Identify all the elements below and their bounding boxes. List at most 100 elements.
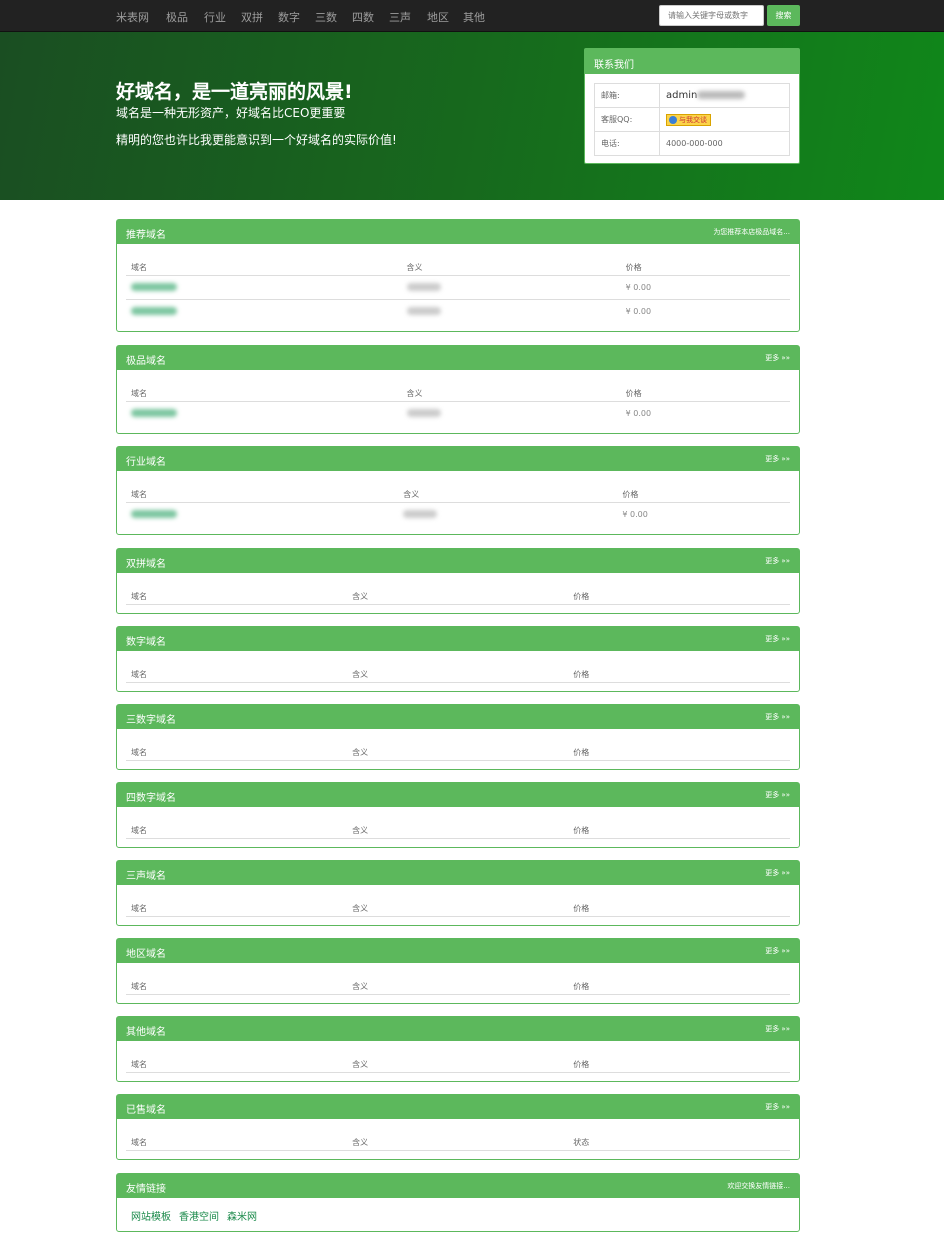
panel-more-link[interactable]: 欢迎交换友情链接... <box>727 1182 790 1190</box>
column-header: 价格 <box>568 893 790 917</box>
nav-item[interactable]: 四数 <box>352 11 374 24</box>
email-value: admin <box>666 90 698 101</box>
domain-panel: 其他域名 更多 »» 域名 含义 价格 <box>116 1016 800 1082</box>
redacted-meaning <box>406 283 441 291</box>
column-header: 域名 <box>126 378 402 402</box>
phone-label: 电话: <box>594 131 660 156</box>
domain-panel: 三声域名 更多 »» 域名 含义 价格 <box>116 860 800 926</box>
panel-title: 双拼域名 <box>126 559 166 570</box>
redacted-email <box>697 91 746 99</box>
redacted-domain-link[interactable] <box>131 307 177 316</box>
search-input[interactable] <box>659 5 764 26</box>
redacted-domain-link[interactable] <box>131 510 177 519</box>
panel-more-link[interactable]: 更多 »» <box>765 869 790 877</box>
friend-link[interactable]: 香港空间 <box>179 1212 219 1223</box>
column-header: 含义 <box>401 378 621 402</box>
panel-title: 推荐域名 <box>126 230 166 241</box>
panel-title: 极品域名 <box>126 356 166 367</box>
contact-title: 联系我们 <box>585 49 799 74</box>
column-header: 价格 <box>568 581 790 605</box>
panel-more-link[interactable]: 更多 »» <box>765 713 790 721</box>
friend-link[interactable]: 森米网 <box>227 1212 257 1223</box>
column-header: 含义 <box>347 659 569 683</box>
email-label: 邮箱: <box>594 83 660 108</box>
friend-links-panel: 友情链接 欢迎交换友情链接... 网站模板 香港空间 森米网 <box>116 1173 800 1232</box>
nav-item[interactable]: 行业 <box>204 11 226 24</box>
contact-panel: 联系我们 邮箱: admin 客服QQ: 与我交谈 电话: 4000-000-000 <box>584 48 800 164</box>
column-header: 域名 <box>126 252 402 276</box>
column-header: 含义 <box>347 1127 569 1151</box>
nav-item[interactable]: 三数 <box>315 11 337 24</box>
qq-label: 客服QQ: <box>594 107 660 132</box>
panel-more-link[interactable]: 更多 »» <box>765 455 790 463</box>
panel-more-link[interactable]: 更多 »» <box>765 1103 790 1111</box>
column-header: 价格 <box>617 479 790 503</box>
domain-panel: 四数字域名 更多 »» 域名 含义 价格 <box>116 782 800 848</box>
domain-panel: 地区域名 更多 »» 域名 含义 价格 <box>116 938 800 1004</box>
column-header: 含义 <box>347 737 569 761</box>
column-header: 价格 <box>620 252 790 276</box>
search-button[interactable]: 搜索 <box>767 5 800 26</box>
redacted-domain-link[interactable] <box>131 283 177 291</box>
nav-item[interactable]: 数字 <box>278 11 300 24</box>
panel-title: 其他域名 <box>126 1027 166 1038</box>
column-header: 价格 <box>568 815 790 839</box>
table-row: ¥ 0.00 <box>126 275 790 300</box>
nav-item[interactable]: 地区 <box>427 11 449 24</box>
nav-item[interactable]: 米表网 <box>116 11 149 24</box>
column-header: 域名 <box>126 659 348 683</box>
panel-more-link[interactable]: 更多 »» <box>765 1025 790 1033</box>
domain-panel: 双拼域名 更多 »» 域名 含义 价格 <box>116 548 800 614</box>
column-header: 含义 <box>347 971 569 995</box>
panel-more-link[interactable]: 更多 »» <box>765 354 790 362</box>
column-header: 域名 <box>126 479 399 503</box>
column-header: 价格 <box>568 737 790 761</box>
panel-title: 四数字域名 <box>126 793 176 804</box>
domain-panel: 三数字域名 更多 »» 域名 含义 价格 <box>116 704 800 770</box>
column-header: 域名 <box>126 1127 348 1151</box>
redacted-meaning <box>406 409 441 418</box>
panel-more-link[interactable]: 更多 »» <box>765 947 790 955</box>
nav-item[interactable]: 双拼 <box>241 11 263 24</box>
domain-panel: 数字域名 更多 »» 域名 含义 价格 <box>116 626 800 692</box>
panel-title: 友情链接 <box>126 1184 166 1195</box>
hero-banner: 好域名，是一道亮丽的风景! 域名是一种无形资产，好域名比CEO更重要 精明的您也… <box>0 32 944 200</box>
panel-more-link[interactable]: 为您推荐本店极品域名... <box>713 228 790 236</box>
panel-more-link[interactable]: 更多 »» <box>765 791 790 799</box>
column-header: 价格 <box>568 971 790 995</box>
domain-panel: 推荐域名 为您推荐本店极品域名... 域名 含义 价格 ¥ 0.00 ¥ 0.00 <box>116 219 800 332</box>
redacted-domain-link[interactable] <box>131 409 177 418</box>
domain-panel: 行业域名 更多 »» 域名 含义 价格 ¥ 0.00 <box>116 446 800 535</box>
column-header: 域名 <box>126 1049 348 1073</box>
panel-title: 地区域名 <box>126 949 166 960</box>
column-header: 价格 <box>568 1049 790 1073</box>
nav-item[interactable]: 极品 <box>166 11 188 24</box>
hero-tagline: 精明的您也许比我更能意识到一个好域名的实际价值! <box>116 133 397 147</box>
phone-value: 4000-000-000 <box>659 131 790 156</box>
domain-panel: 极品域名 更多 »» 域名 含义 价格 ¥ 0.00 <box>116 345 800 434</box>
redacted-meaning <box>406 307 441 316</box>
column-header: 域名 <box>126 893 348 917</box>
hero-subtitle: 域名是一种无形资产，好域名比CEO更重要 <box>116 106 346 120</box>
column-header: 域名 <box>126 971 348 995</box>
friend-link[interactable]: 网站模板 <box>131 1212 171 1223</box>
panel-title: 三数字域名 <box>126 715 176 726</box>
column-header: 状态 <box>568 1127 790 1151</box>
column-header: 含义 <box>347 581 569 605</box>
panel-title: 数字域名 <box>126 637 166 648</box>
redacted-meaning <box>403 510 438 519</box>
table-row: ¥ 0.00 <box>126 401 790 425</box>
column-header: 域名 <box>126 737 348 761</box>
column-header: 域名 <box>126 581 348 605</box>
panel-more-link[interactable]: 更多 »» <box>765 557 790 565</box>
column-header: 含义 <box>347 815 569 839</box>
column-header: 价格 <box>568 659 790 683</box>
price: ¥ 0.00 <box>625 306 652 316</box>
panel-title: 三声域名 <box>126 871 166 882</box>
qq-chat-button[interactable]: 与我交谈 <box>666 113 711 126</box>
column-header: 含义 <box>401 252 621 276</box>
nav-item[interactable]: 其他 <box>463 11 485 24</box>
nav-item[interactable]: 三声 <box>389 11 411 24</box>
panel-title: 已售域名 <box>126 1105 166 1116</box>
panel-more-link[interactable]: 更多 »» <box>765 635 790 643</box>
